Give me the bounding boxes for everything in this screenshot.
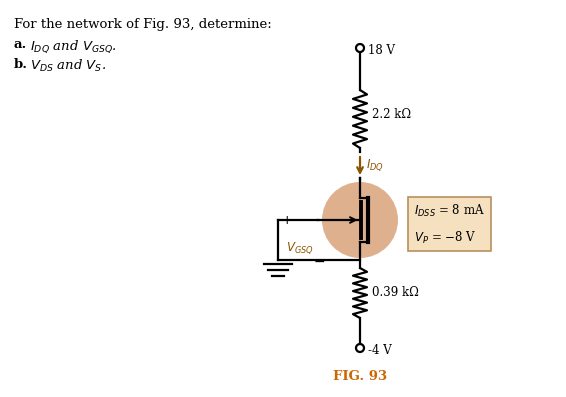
Text: For the network of Fig. 93, determine:: For the network of Fig. 93, determine: [14,18,272,31]
Text: $V_{DS}$ and $V_S$.: $V_{DS}$ and $V_S$. [30,58,106,74]
Text: +: + [282,214,293,227]
Text: a.: a. [14,38,27,51]
Text: $I_{DQ}$ and $V_{GSQ}$.: $I_{DQ}$ and $V_{GSQ}$. [30,38,117,55]
Text: 18 V: 18 V [368,44,395,57]
Text: 0.39 kΩ: 0.39 kΩ [372,287,419,299]
Text: −: − [314,255,325,269]
Text: FIG. 93: FIG. 93 [333,370,387,383]
Circle shape [322,182,398,258]
Text: $I_{DQ}$: $I_{DQ}$ [366,157,384,173]
Text: 2.2 kΩ: 2.2 kΩ [372,108,411,121]
Text: $I_{DSS}$ = 8 mA
$V_P$ = $-$8 V: $I_{DSS}$ = 8 mA $V_P$ = $-$8 V [414,202,485,245]
Text: -4 V: -4 V [368,343,392,357]
Text: $V_{GSQ}$: $V_{GSQ}$ [286,240,314,256]
Text: b.: b. [14,58,28,71]
